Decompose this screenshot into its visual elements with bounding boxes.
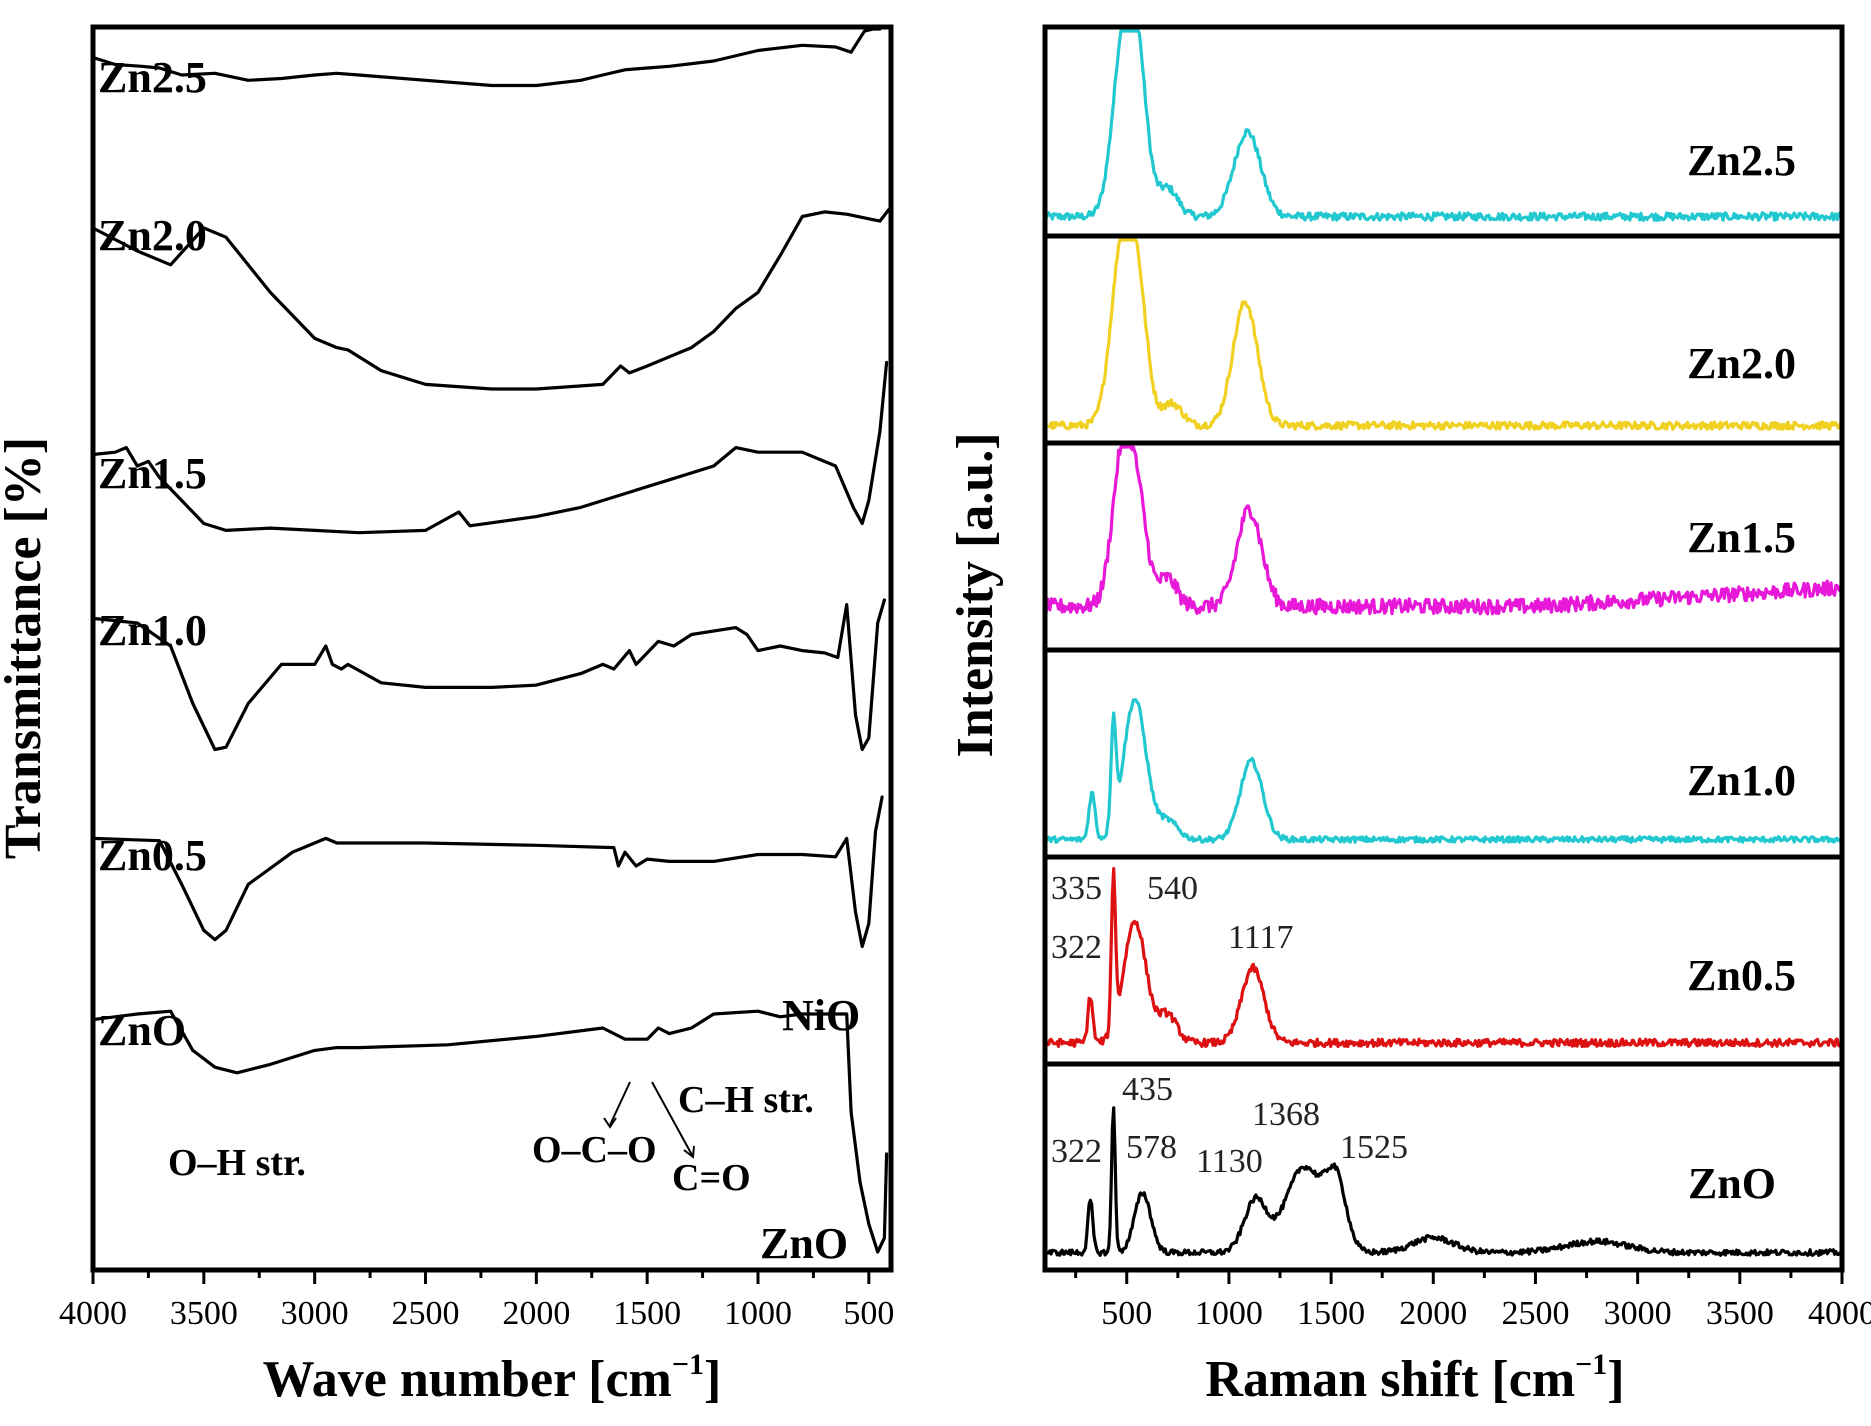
raman-tick-labels: 500 1000 1500 2000 2500 3000 3500 4000 (1101, 1295, 1871, 1332)
raman-peak-label-zn05-1117: 1117 (1228, 919, 1293, 956)
raman-ticks (1074, 1270, 1844, 1284)
ftir-x-tick-label: 1000 (724, 1295, 792, 1332)
ftir-annotation-oco: O–C–O (532, 1129, 657, 1171)
ftir-curve-zn1.0 (91, 598, 887, 752)
ftir-y-axis-title: Transmittance [%] (0, 437, 52, 859)
raman-curve-zn0.5 (1043, 866, 1844, 1049)
ftir-x-tick-label: 3500 (170, 1295, 238, 1332)
raman-peak-label-zno-1368: 1368 (1252, 1096, 1320, 1133)
ftir-label-zn2.5: Zn2.5 (98, 53, 207, 102)
ftir-x-axis-title: Wave number [cm−1] (263, 1348, 722, 1408)
ftir-x-tick-label: 2000 (502, 1295, 570, 1332)
ftir-annotation-zno: ZnO (760, 1219, 848, 1268)
ftir-tick-labels: 4000 3500 3000 2500 2000 1500 1000 500 (59, 1295, 894, 1332)
raman-curve-zn1.0 (1043, 698, 1844, 844)
ftir-arrowhead-co (683, 1145, 695, 1159)
raman-label-zn1.5: Zn1.5 (1687, 513, 1796, 562)
ftir-arrow-oco (609, 1081, 631, 1126)
ftir-ticks (91, 1270, 871, 1284)
raman-x-tick-label: 3500 (1706, 1295, 1774, 1332)
raman-x-tick-label: 1000 (1195, 1295, 1263, 1332)
raman-label-zn2.0: Zn2.0 (1687, 339, 1796, 388)
ftir-arrow-co (651, 1081, 693, 1156)
ftir-x-tick-label: 2500 (392, 1295, 460, 1332)
raman-peak-label-zn05-540: 540 (1147, 870, 1198, 907)
raman-peak-label-zno-578: 578 (1126, 1129, 1177, 1166)
ftir-curve-zn2.5 (91, 27, 882, 88)
ftir-annotation-co: C=O (672, 1157, 751, 1199)
raman-curves (1043, 29, 1844, 1257)
ftir-curve-zn0.5 (91, 795, 884, 949)
ftir-x-tick-label: 4000 (59, 1295, 127, 1332)
raman-y-axis-title: Intensity [a.u.] (947, 432, 1004, 757)
raman-x-tick-label: 3000 (1604, 1295, 1672, 1332)
ftir-label-zn0.5: Zn0.5 (98, 831, 207, 880)
ftir-label-zn1.0: Zn1.0 (98, 606, 207, 655)
raman-peak-label-zn05-322: 322 (1051, 929, 1102, 966)
raman-curve-zno (1043, 1106, 1844, 1257)
raman-x-tick-label: 1500 (1297, 1295, 1365, 1332)
ftir-panel: 4000 3500 3000 2500 2000 1500 1000 500 Zn2.5 Zn… (0, 24, 894, 1408)
raman-peak-label-zno-1525: 1525 (1340, 1129, 1408, 1166)
raman-x-tick-label: 2500 (1501, 1295, 1569, 1332)
raman-peak-label-zno-435: 435 (1122, 1071, 1173, 1108)
ftir-x-tick-label: 3000 (281, 1295, 349, 1332)
raman-x-axis-title: Raman shift [cm−1] (1205, 1348, 1624, 1408)
ftir-label-zn1.5: Zn1.5 (98, 449, 207, 498)
raman-peak-label-zno-1130: 1130 (1196, 1143, 1263, 1180)
raman-label-zn1.0: Zn1.0 (1687, 756, 1796, 805)
ftir-label-zno: ZnO (98, 1006, 186, 1055)
ftir-x-tick-label: 1500 (613, 1295, 681, 1332)
ftir-arrowhead-oco (603, 1117, 617, 1129)
ftir-curve-zn2.0 (91, 208, 891, 391)
ftir-plot-frame (90, 24, 894, 1273)
raman-x-tick-label: 2000 (1399, 1295, 1467, 1332)
raman-label-zn0.5: Zn0.5 (1687, 951, 1796, 1000)
raman-curve-zn2.5 (1043, 29, 1844, 222)
ftir-annotation-nio: NiO (782, 991, 860, 1040)
raman-x-tick-label: 500 (1101, 1295, 1152, 1332)
raman-x-tick-label: 4000 (1808, 1295, 1871, 1332)
raman-label-zno: ZnO (1688, 1159, 1776, 1208)
ftir-label-zn2.0: Zn2.0 (98, 211, 207, 260)
raman-panel: 500 1000 1500 2000 2500 3000 3500 4000 Zn2.5 Zn… (947, 24, 1871, 1408)
ftir-curve-zno (91, 1009, 889, 1254)
ftir-curve-zn1.5 (91, 360, 889, 535)
raman-curve-zn2.0 (1043, 238, 1844, 431)
raman-curve-zn1.5 (1043, 445, 1844, 616)
ftir-annotation-oh-stretch: O–H str. (168, 1142, 306, 1184)
raman-peak-label-zn05-335: 335 (1051, 870, 1102, 907)
ftir-x-tick-label: 500 (843, 1295, 894, 1332)
raman-peak-label-zno-322: 322 (1051, 1133, 1102, 1170)
raman-label-zn2.5: Zn2.5 (1687, 136, 1796, 185)
ftir-annotation-ch-stretch: C–H str. (678, 1079, 814, 1121)
ftir-curves (91, 27, 891, 1254)
